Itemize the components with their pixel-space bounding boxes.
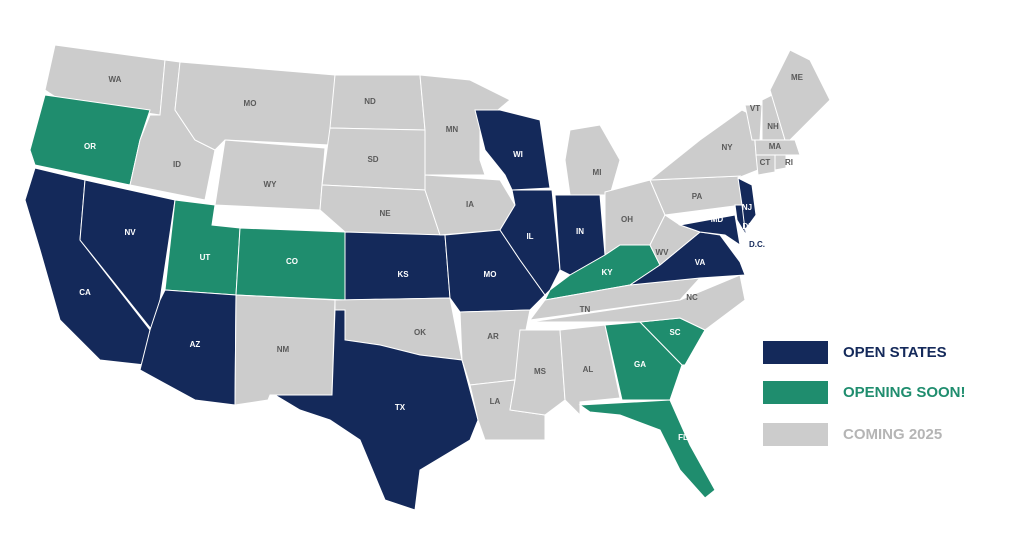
state-label: PA: [692, 192, 703, 201]
state-shape: [474, 109, 551, 191]
state-label: VA: [695, 258, 706, 267]
state-label: AR: [487, 332, 499, 341]
state-shape: [164, 199, 241, 296]
state-label: NJ: [742, 203, 752, 212]
state-label: NH: [767, 122, 779, 131]
state-shape: [678, 214, 741, 247]
state-shape: [648, 109, 759, 181]
state-shape: [499, 189, 561, 296]
state-shape: [774, 154, 787, 171]
state-label: MO: [484, 270, 497, 279]
state-label: IL: [526, 232, 533, 241]
state-label: TN: [580, 305, 591, 314]
state-label: GA: [634, 360, 646, 369]
state-label: AZ: [190, 340, 201, 349]
state-label: FL: [678, 433, 688, 442]
state-label: CT: [760, 158, 771, 167]
state-label: NV: [124, 228, 136, 237]
state-label: KY: [601, 268, 613, 277]
legend-label: OPEN STATES: [843, 344, 947, 361]
state-label: ME: [791, 73, 804, 82]
state-shape: [344, 231, 451, 301]
state-shape: [273, 309, 479, 511]
state-label: AL: [583, 365, 594, 374]
state-label: IN: [576, 227, 584, 236]
state-label: NM: [277, 345, 290, 354]
state-label: SD: [367, 155, 378, 164]
state-shape: [214, 139, 326, 211]
state-labels: WA OR CA NV ID MO WY UT CO AZ NM ND SD NE KS OK TX MN IA MO…: [79, 73, 803, 442]
state-label: VT: [750, 104, 760, 113]
state-label: NY: [721, 143, 733, 152]
state-label: MA: [769, 142, 782, 151]
state-shape: [529, 274, 746, 331]
legend-swatch: [763, 381, 828, 404]
state-label: OK: [414, 328, 426, 337]
state-shape: [754, 139, 801, 156]
state-label: MI: [593, 168, 602, 177]
states: [24, 44, 831, 511]
state-label: ND: [364, 97, 376, 106]
state-label: WI: [513, 150, 523, 159]
state-label: CA: [79, 288, 91, 297]
state-label: MO: [244, 99, 257, 108]
state-label: TX: [395, 403, 406, 412]
legend: OPEN STATES OPENING SOON! COMING 2025: [763, 341, 966, 446]
legend-swatch: [763, 423, 828, 446]
state-label: ID: [173, 160, 181, 169]
state-shape: [578, 399, 716, 499]
state-label: OH: [621, 215, 633, 224]
legend-label: COMING 2025: [843, 426, 942, 443]
legend-swatch: [763, 341, 828, 364]
state-label: RI: [785, 158, 793, 167]
state-label: DE: [742, 222, 754, 231]
state-label: MS: [534, 367, 547, 376]
state-shape: [329, 74, 426, 131]
state-label: WY: [264, 180, 278, 189]
state-label: WV: [656, 248, 670, 257]
state-label: LA: [490, 397, 501, 406]
state-label: UT: [200, 253, 211, 262]
state-label: MN: [446, 125, 459, 134]
state-label: WA: [109, 75, 122, 84]
state-shape: [564, 124, 621, 196]
state-label: IA: [466, 200, 474, 209]
state-label: KS: [397, 270, 409, 279]
state-label: NC: [686, 293, 698, 302]
state-label: SC: [669, 328, 680, 337]
state-label: NE: [379, 209, 391, 218]
state-shape: [755, 154, 776, 176]
state-label: D.C.: [749, 240, 765, 249]
state-shape: [737, 177, 757, 232]
state-label: MD: [711, 215, 724, 224]
state-label: CO: [286, 257, 298, 266]
legend-label: OPENING SOON!: [843, 384, 966, 401]
state-label: OR: [84, 142, 96, 151]
state-shape: [419, 74, 511, 176]
